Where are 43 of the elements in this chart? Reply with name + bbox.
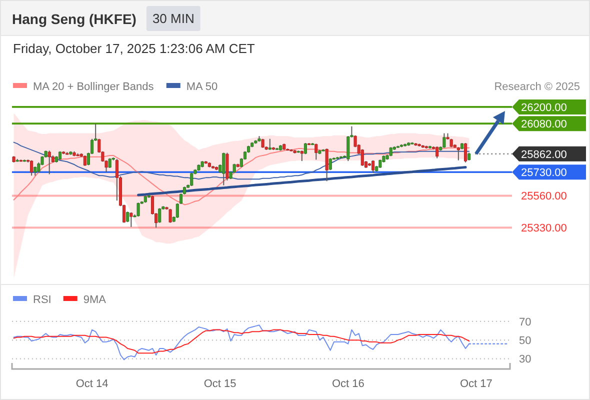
- candlestick: [222, 152, 226, 186]
- text: Friday, October 17, 2025 1:23:06 AM CET: [13, 41, 255, 56]
- annotation: Research © 2025: [494, 81, 580, 93]
- candlestick: [456, 146, 460, 161]
- chip: 30 MIN: [146, 6, 200, 31]
- ref-line-label: 25330.00: [521, 222, 567, 235]
- candlestick: [360, 148, 364, 166]
- legend-label: RSI: [33, 294, 52, 306]
- candlestick: [464, 142, 468, 163]
- candlestick: [314, 143, 318, 160]
- candlestick: [130, 212, 133, 228]
- y-tick-label: 50: [519, 335, 532, 348]
- candlestick: [126, 211, 130, 223]
- ref-line-label: 26200.00: [521, 102, 567, 114]
- candlestick: [190, 172, 194, 187]
- legend-label: MA 20 + Bollinger Bands: [33, 81, 154, 93]
- candlestick: [325, 148, 328, 182]
- candlestick: [158, 208, 162, 224]
- candlestick: [372, 160, 375, 174]
- candlestick: [83, 154, 86, 166]
- x-tick-label: Oct 14: [76, 378, 108, 390]
- ref-line-label: 26080.00: [521, 118, 567, 131]
- line-series: [13, 329, 470, 354]
- x-tick-label: Oct 17: [460, 378, 492, 390]
- ref-line-label: 25862.00: [521, 148, 567, 161]
- candlestick: [268, 138, 272, 150]
- candlestick: [34, 166, 37, 176]
- x-tick-label: Oct 15: [204, 378, 236, 390]
- candlestick: [168, 208, 172, 224]
- candlestick: [48, 150, 51, 175]
- candlestick: [300, 150, 304, 162]
- candlestick: [30, 160, 34, 176]
- candlestick: [436, 146, 439, 159]
- x-tick-label: Oct 16: [332, 378, 364, 390]
- ref-line-label: 25730.00: [521, 167, 567, 180]
- ref-line-label: 25560.00: [521, 190, 567, 203]
- legend-label: MA 50: [186, 81, 218, 93]
- y-tick-label: 70: [519, 316, 532, 328]
- candlestick: [136, 202, 140, 218]
- chart-title: Hang Seng (HKFE): [12, 11, 136, 27]
- legend-label: 9MA: [83, 294, 107, 306]
- y-tick-label: 30: [519, 354, 532, 366]
- candlestick: [442, 132, 446, 148]
